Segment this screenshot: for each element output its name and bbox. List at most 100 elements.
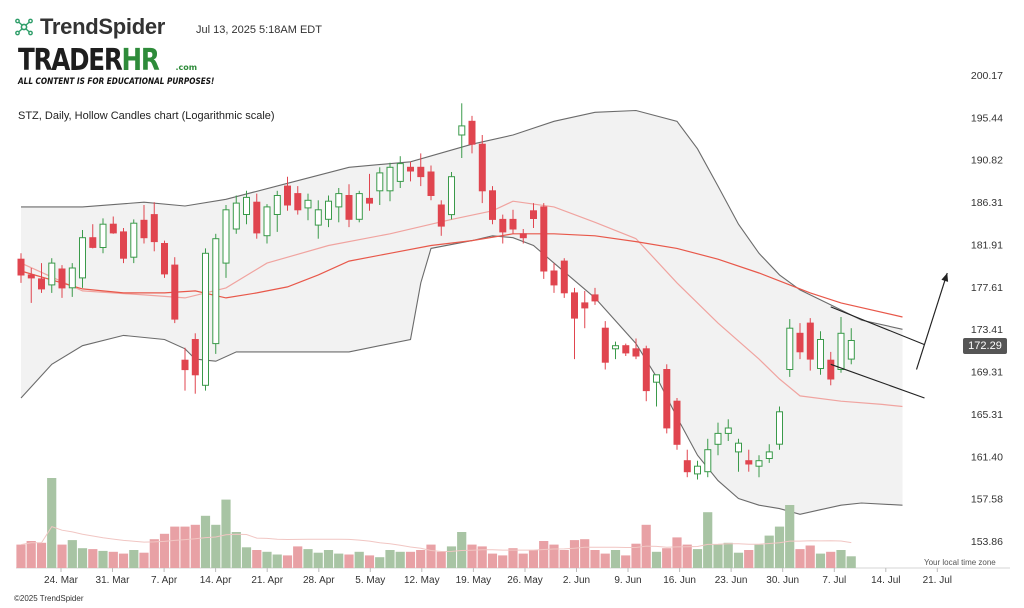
candle [253, 193, 261, 239]
candle [765, 444, 773, 463]
brand[interactable]: TrendSpider [14, 14, 165, 40]
candle-body [314, 209, 322, 226]
candle [407, 161, 414, 182]
volume-bars [16, 478, 856, 568]
candle-body [58, 268, 66, 289]
candle-body [591, 294, 599, 302]
x-tick-label: 31. Mar [96, 575, 131, 586]
y-tick-label: 177.61 [971, 282, 1003, 294]
y-tick-label: 153.86 [971, 536, 1003, 548]
timezone-label[interactable]: Your local time zone [924, 558, 996, 567]
candle-body [232, 202, 240, 230]
candle-body [827, 359, 835, 380]
y-tick-label: 186.31 [971, 197, 1003, 209]
candle [304, 193, 312, 221]
candle-body [683, 460, 691, 473]
volume-bar [190, 524, 200, 568]
candle [530, 203, 537, 228]
volume-bar [221, 499, 231, 568]
candle [48, 258, 56, 293]
candles [17, 103, 855, 480]
volume-bar [744, 550, 754, 568]
x-tick-label: 30. Jun [766, 575, 799, 586]
watermark-trader: TRADER [18, 43, 123, 78]
candle [458, 103, 466, 158]
volume-bar [518, 553, 528, 568]
candle [837, 317, 845, 373]
candle-body [499, 218, 507, 233]
x-tick-label: 28. Apr [303, 575, 335, 586]
volume-bar [703, 512, 713, 568]
volume-bar [528, 550, 539, 568]
candle [724, 419, 732, 441]
candle [191, 333, 199, 394]
volume-bar [662, 548, 672, 568]
volume-bar [118, 553, 129, 568]
candle [427, 165, 435, 201]
candle-body [724, 427, 732, 434]
bollinger-bands [20, 109, 903, 515]
candle [786, 319, 794, 377]
candle [120, 228, 127, 264]
candle-body [437, 204, 445, 227]
candle [478, 135, 486, 204]
volume-bar [774, 526, 785, 568]
candle-body [427, 171, 435, 196]
candle-body [191, 339, 199, 376]
bollinger-lower [20, 235, 903, 515]
candle-body [325, 200, 332, 220]
x-tick-label: 21. Jul [923, 575, 952, 586]
candle-body [243, 196, 250, 215]
chart-datetime: Jul 13, 2025 5:18AM EDT [196, 24, 322, 36]
candle [417, 153, 425, 187]
candle [314, 200, 322, 239]
candle [355, 190, 363, 223]
volume-bar [323, 550, 334, 568]
candle [817, 331, 824, 375]
candle-body [704, 449, 712, 473]
copyright: ©2025 TrendSpider [14, 594, 84, 603]
candle [89, 224, 97, 249]
candle [243, 190, 250, 225]
volume-bar [426, 544, 436, 568]
candle [222, 205, 230, 278]
volume-bar [549, 544, 559, 568]
candle-body [632, 348, 640, 357]
candle-body [161, 243, 168, 275]
candle [755, 455, 763, 478]
candle-body [745, 460, 753, 465]
volume-bar [498, 555, 508, 568]
candle-body [601, 327, 609, 363]
volume-bar [375, 557, 385, 568]
volume-bar [815, 553, 826, 568]
candle-body [776, 411, 783, 445]
candle-body [622, 345, 630, 354]
candle [745, 449, 753, 472]
candle [796, 323, 804, 360]
candle-body [581, 302, 589, 309]
candle-body [294, 193, 302, 211]
x-axis: 24. Mar 31. Mar 7. Apr 14. Apr 21. Apr 28. Ap… [44, 568, 952, 586]
candle-body [150, 214, 158, 243]
trend-drawings [830, 272, 949, 399]
volume-bar [580, 539, 590, 568]
volume-bar [159, 533, 170, 568]
candle [396, 156, 404, 188]
candle-body [212, 238, 220, 345]
volume-bar [785, 505, 795, 568]
x-tick-label: 5. May [355, 575, 385, 586]
candle [509, 209, 517, 234]
candle [632, 338, 640, 360]
candle-body [560, 260, 568, 294]
candle [847, 328, 855, 365]
candle-body [714, 432, 722, 445]
volume-bar [36, 542, 47, 568]
candle-body [509, 218, 517, 230]
candle [437, 200, 445, 236]
candle [622, 343, 630, 356]
candle-body [17, 258, 25, 276]
bollinger-fill [21, 110, 903, 515]
candle [560, 258, 568, 298]
y-tick-label: 173.41 [971, 324, 1003, 336]
